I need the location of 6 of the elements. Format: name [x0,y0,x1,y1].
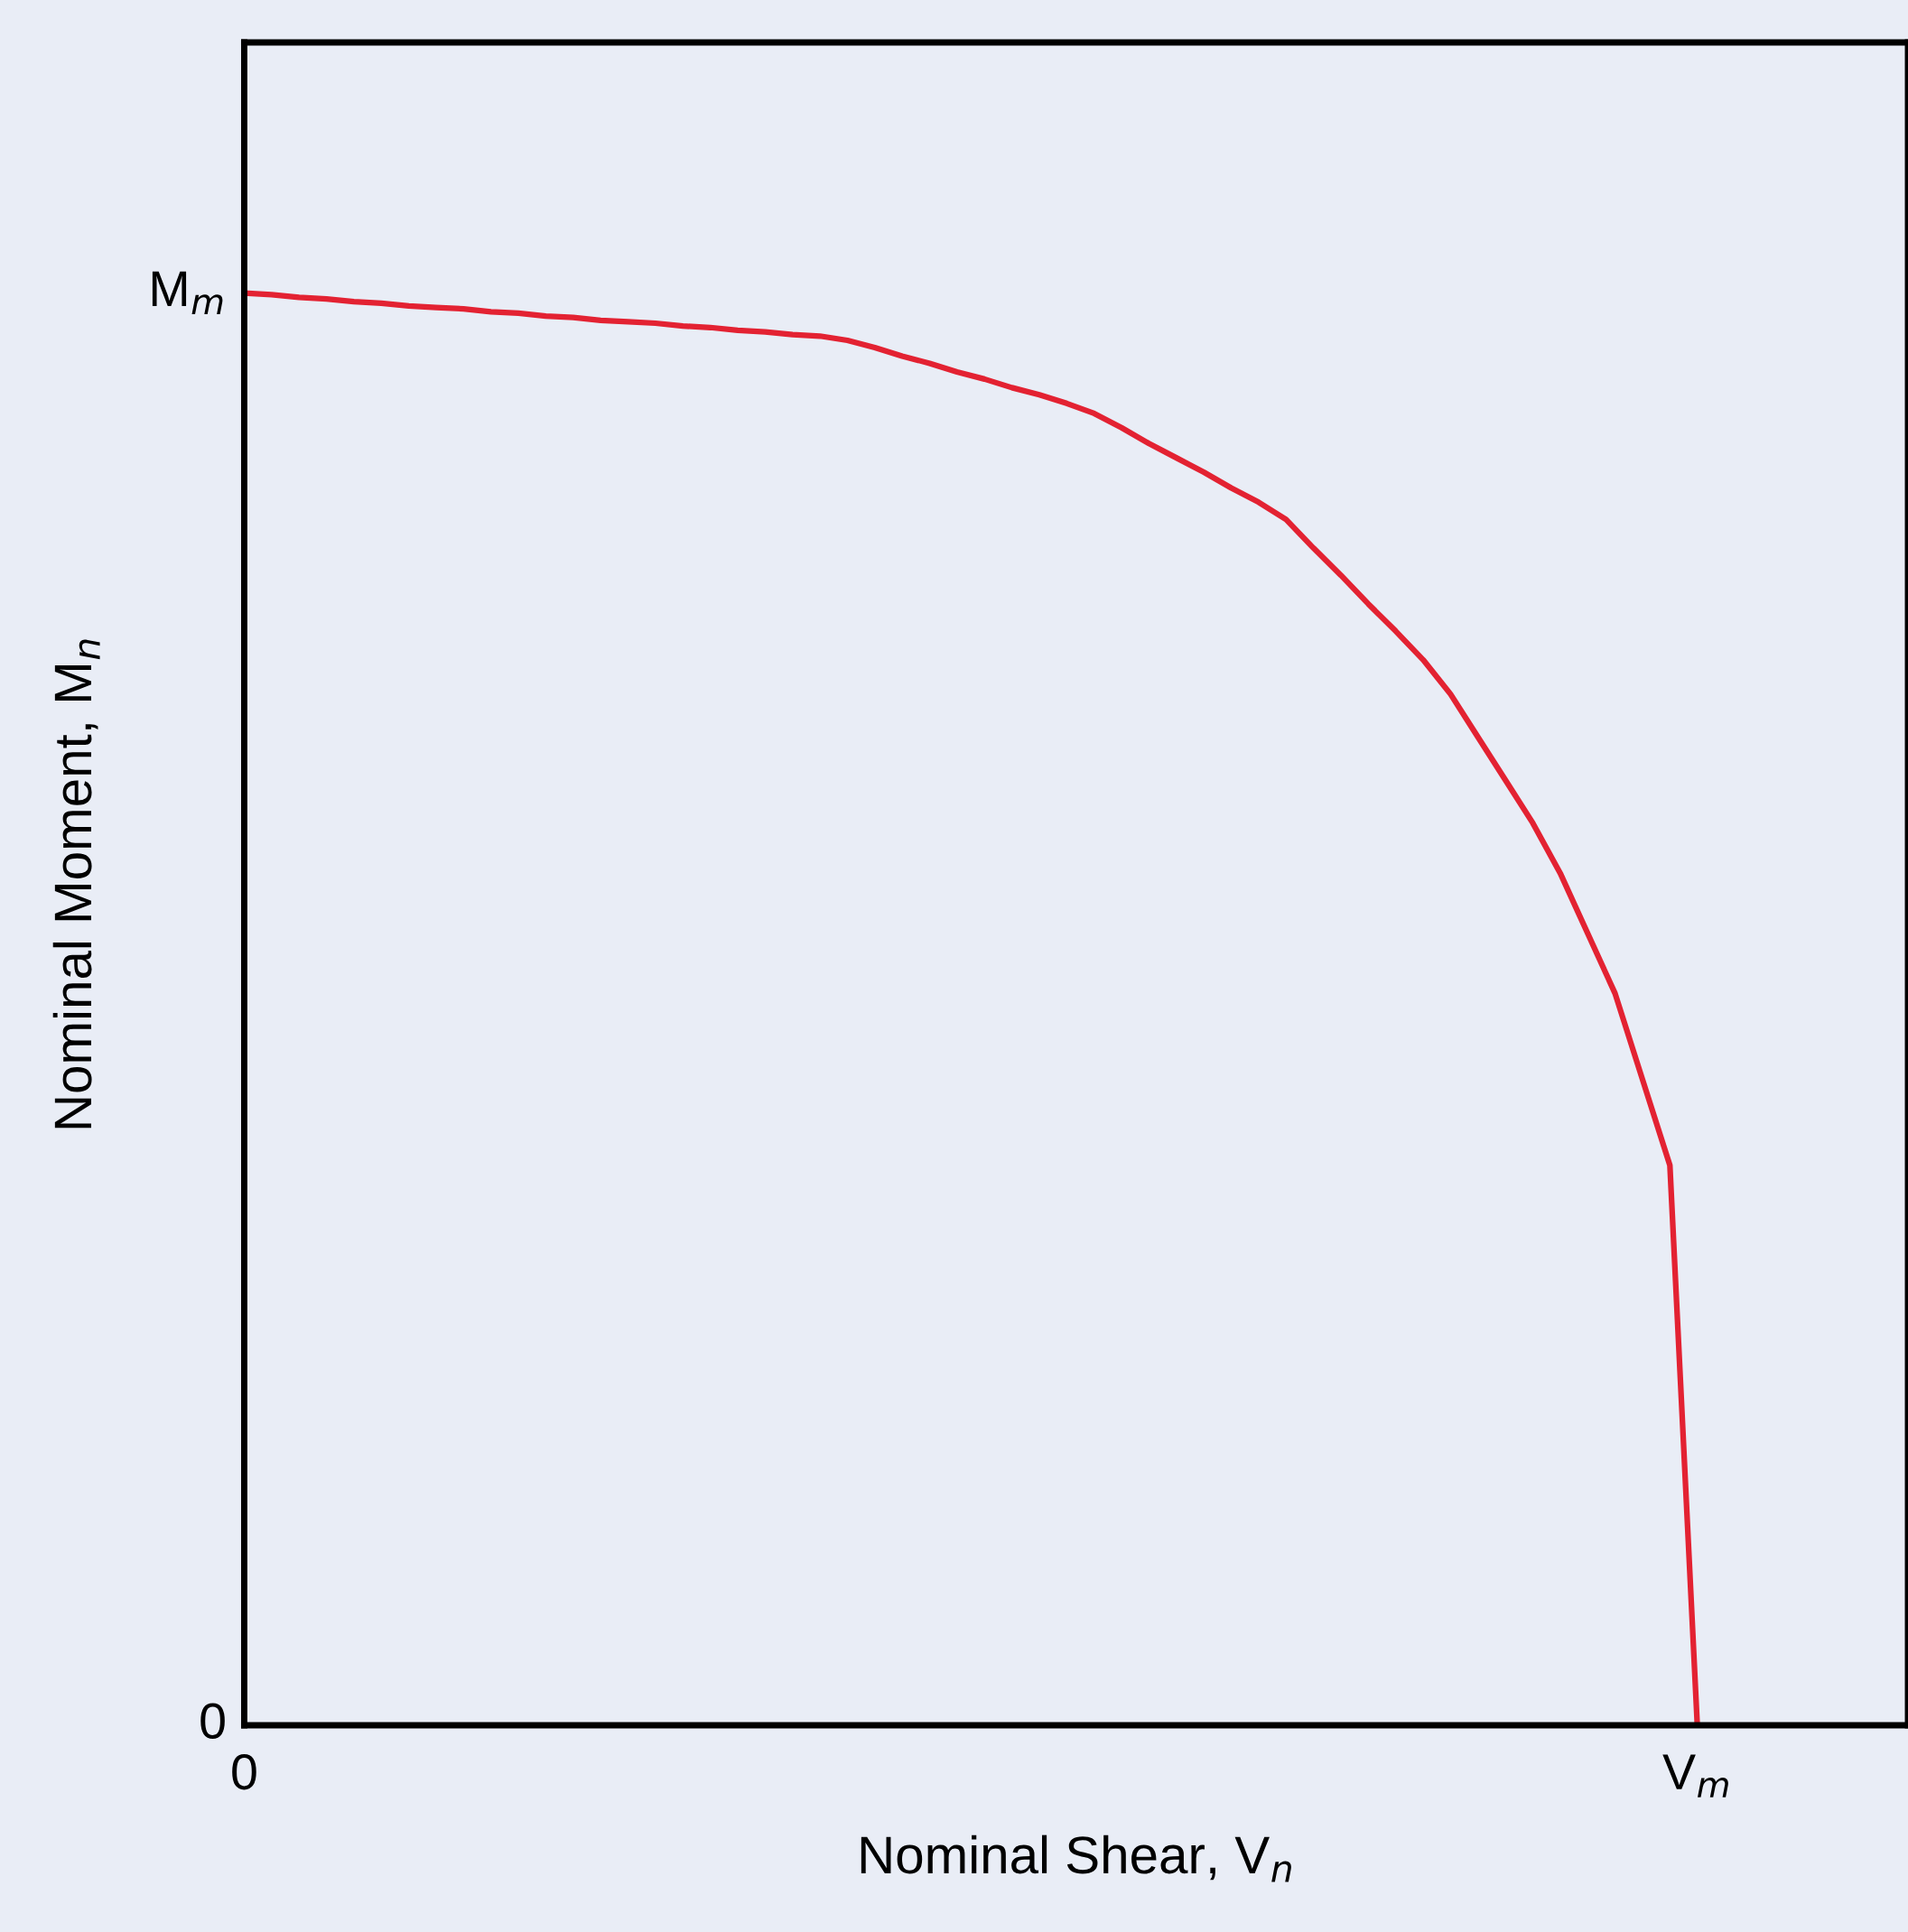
text: 0 [232,1754,256,1790]
y-axis-title: Nominal Moment, M$_{n}$ [52,639,100,1129]
text: M$_{m}$ [152,271,223,315]
x-axis-title: Nominal Shear, V$_{n}$ [861,1834,1291,1882]
text: 0 [200,1703,225,1739]
text: V$_{m}$ [1662,1754,1728,1797]
